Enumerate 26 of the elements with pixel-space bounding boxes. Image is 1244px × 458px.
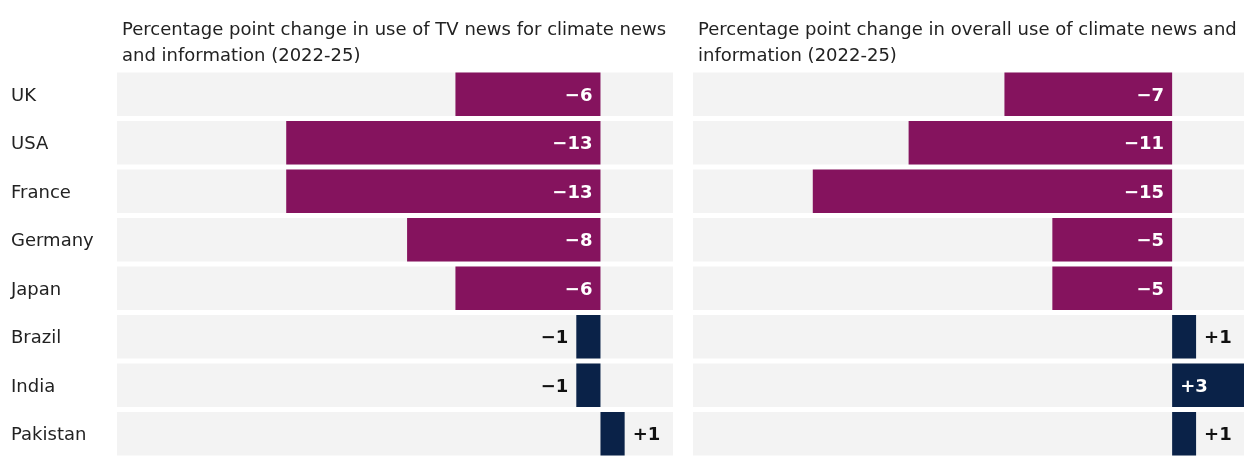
chart-title: Percentage point change in use of TV news for climate news and information (2022-25): [122, 17, 667, 65]
data-label: −6: [564, 277, 593, 299]
data-label: −7: [1136, 83, 1165, 105]
data-label: −13: [552, 132, 593, 154]
data-label: −5: [1136, 229, 1165, 251]
data-label: −11: [1123, 132, 1165, 154]
data-label: −1: [540, 374, 569, 396]
y-tick-label: Japan: [10, 277, 62, 299]
data-label: −13: [552, 180, 593, 202]
data-label: +1: [1204, 326, 1232, 348]
data-label: −5: [1136, 277, 1165, 299]
data-label: +3: [1180, 374, 1208, 396]
data-label: −8: [564, 229, 593, 251]
data-label: −15: [1123, 180, 1165, 202]
data-label: +1: [1204, 423, 1232, 445]
y-tick-label: USA: [11, 132, 49, 154]
data-label: −1: [540, 326, 569, 348]
data-label: +1: [632, 423, 661, 445]
y-tick-label: Brazil: [11, 326, 62, 348]
chart-title: Percentage point change in overall use of climate news and information (2022-25): [698, 17, 1237, 65]
y-tick-label: India: [11, 374, 56, 396]
y-tick-label: Germany: [11, 229, 95, 251]
y-tick-label: France: [11, 180, 71, 202]
y-tick-label: UK: [11, 83, 38, 105]
data-label: −6: [564, 83, 593, 105]
y-tick-label: Pakistan: [11, 423, 87, 445]
